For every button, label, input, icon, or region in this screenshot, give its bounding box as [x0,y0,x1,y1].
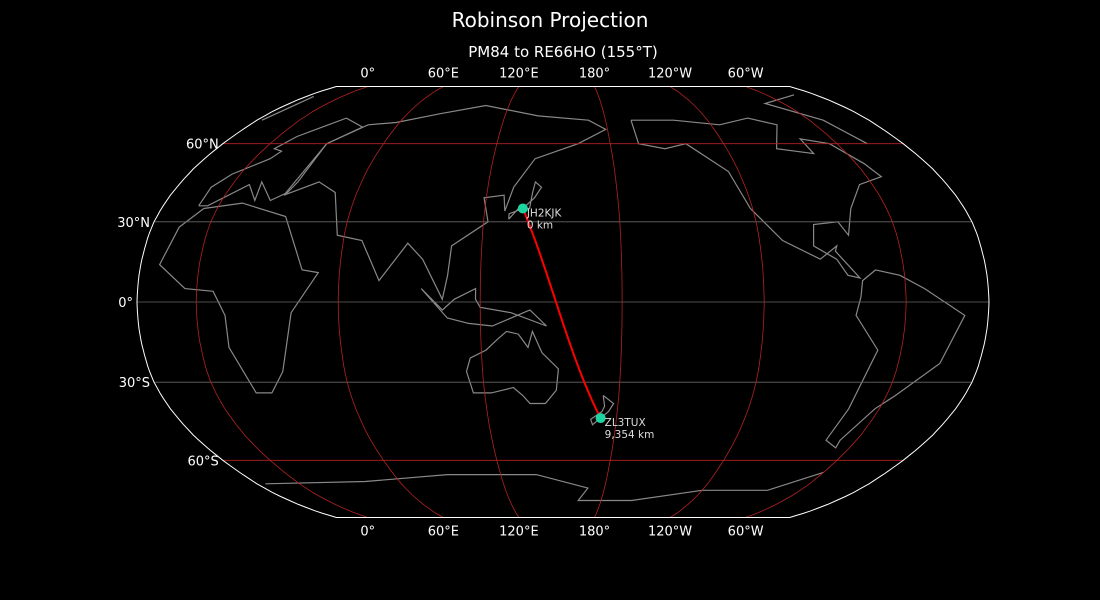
lat-label: 60°N [186,138,219,153]
meridian-120 [479,86,520,518]
coastline-africa [158,202,320,394]
coastline-indonesia [420,287,547,327]
meridian-180 [594,86,623,518]
lon-label-top: 60°W [728,67,764,82]
coastline-antarctica [265,471,824,502]
lon-label-top: 120°W [648,67,692,82]
axis-labels: 0° 0° 60°E 60°E 120°E 120°E 180° 180° 120°W 120°W… [117,67,763,540]
meridian--120 [669,86,765,518]
coastline-greenland [261,94,868,145]
coastline-new-zealand [589,395,615,426]
lon-label-bottom: 60°E [428,525,459,540]
coastline-north-america [630,117,883,280]
station-marker-zl3tux [595,413,606,424]
station-callsign: JH2KJK [526,207,563,219]
great-circle-path [521,208,602,419]
lat-label: 30°S [119,376,150,391]
lon-label-bottom: 60°W [728,525,764,540]
station-distance: 0 km [527,219,553,231]
meridian-0 [195,86,368,518]
lon-label-top: 120°E [499,67,539,82]
lon-label-bottom: 0° [360,525,375,540]
meridian-60 [337,86,444,518]
station-callsign: ZL3TUX [605,417,646,429]
lon-label-bottom: 180° [579,525,610,540]
lat-label: 30°N [117,216,150,231]
graticule [137,86,989,518]
coastline-europe [198,117,364,207]
coastline-asia [283,104,607,302]
lon-label-top: 180° [579,67,610,82]
map-title: Robinson Projection [451,8,649,32]
lon-label-top: 60°E [428,67,459,82]
lon-label-top: 0° [360,67,375,82]
map-outline [136,86,990,518]
lon-label-bottom: 120°W [648,525,692,540]
station-distance: 9,354 km [605,429,655,441]
coastline-australia [465,329,560,405]
coastlines [158,94,966,502]
coastline-south-america [825,269,966,449]
lon-label-bottom: 120°E [499,525,539,540]
map-subtitle: PM84 to RE66HO (155°T) [468,43,658,61]
meridian--60 [745,86,907,518]
station-marker-jh2kjk [517,203,528,214]
lat-label: 60°S [187,454,218,469]
lat-label: 0° [118,296,133,311]
